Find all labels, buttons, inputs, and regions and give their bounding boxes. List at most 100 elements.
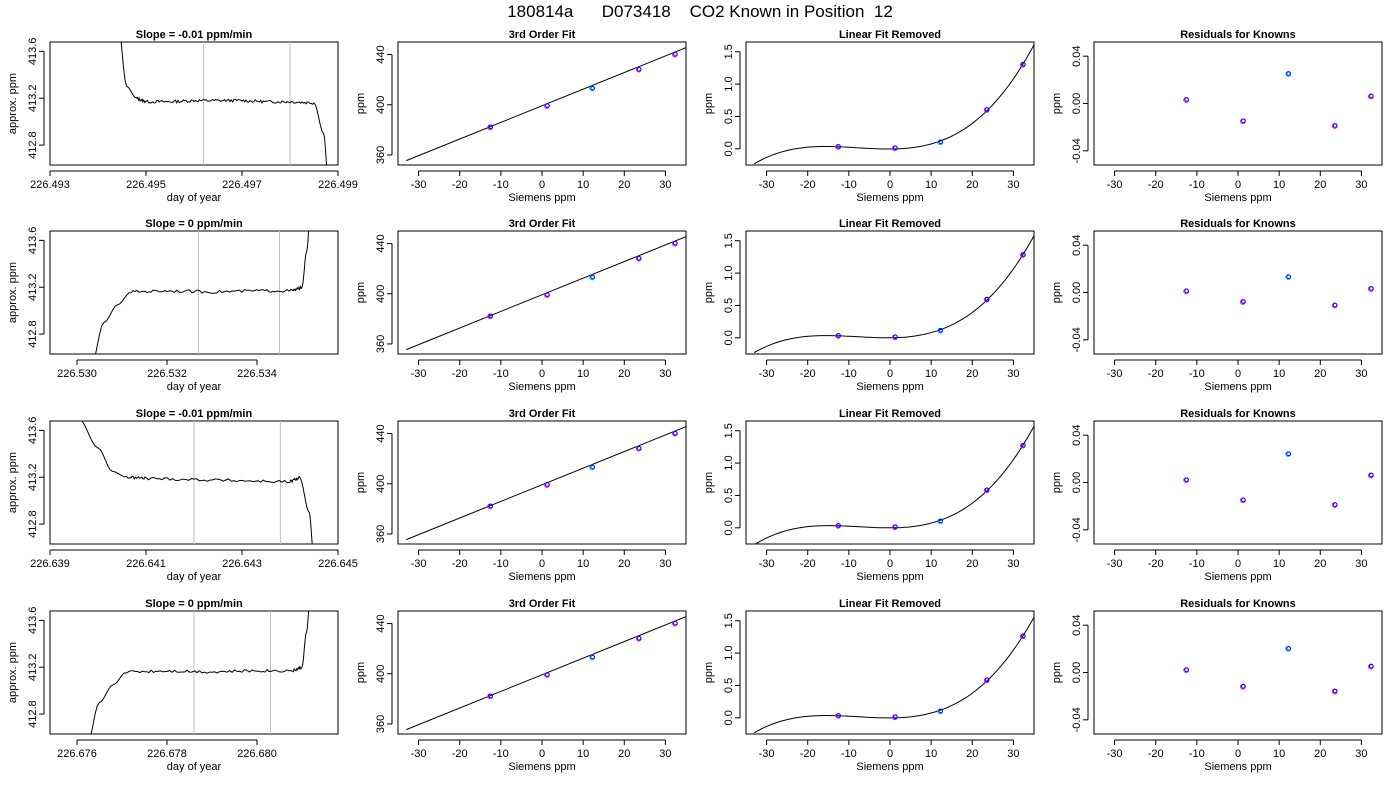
cubic-fit-curve [754, 425, 1034, 544]
x-tick-label: 0 [887, 179, 893, 191]
x-tick-label: 226.678 [147, 748, 187, 760]
data-point [1020, 442, 1026, 448]
x-axis-label: day of year [167, 761, 222, 773]
panel-4-3: Linear Fit Removed -30 -20 -10 0 10 20 30 Siemen… [703, 598, 1035, 773]
x-tick-label: 0 [1235, 179, 1241, 191]
data-point [1332, 123, 1338, 128]
x-tick-label: 20 [1314, 558, 1326, 570]
y-axis-label: ppm [1051, 93, 1063, 114]
x-tick-label: -20 [800, 748, 816, 760]
plot-area [406, 426, 686, 541]
x-tick-label: 226.499 [318, 179, 358, 191]
data-point [1241, 118, 1246, 124]
x-tick-label: 226.680 [237, 748, 277, 760]
x-tick-label: 226.676 [57, 748, 97, 760]
concentration-trace [95, 231, 310, 354]
x-tick-label: 30 [1355, 368, 1367, 380]
x-tick-label: 226.493 [30, 179, 70, 191]
concentration-trace [81, 421, 313, 544]
plot-frame [397, 610, 687, 735]
y-tick-label: 1.0 [723, 76, 735, 91]
y-tick-label: 0.04 [1071, 614, 1083, 635]
x-tick-label: -20 [1148, 748, 1164, 760]
panel-title: 3rd Order Fit [509, 408, 576, 420]
y-tick-label: 0.0 [723, 141, 735, 156]
x-tick-label: 10 [925, 179, 937, 191]
x-tick-label: -20 [800, 368, 816, 380]
x-tick-label: 0 [1235, 368, 1241, 380]
data-point [672, 51, 678, 57]
y-tick-label: 400 [375, 285, 387, 303]
data-point [984, 296, 990, 302]
plot-frame [745, 420, 1035, 545]
y-tick-label: 1.5 [723, 423, 735, 438]
x-tick-label: 10 [577, 748, 589, 760]
y-axis-label: ppm [355, 282, 367, 303]
plot-area [753, 235, 1034, 354]
plot-frame [745, 41, 1035, 166]
panel-title: Linear Fit Removed [839, 29, 941, 41]
data-point [1368, 472, 1374, 478]
x-tick-label: -10 [493, 368, 509, 380]
plot-area [406, 616, 686, 731]
y-tick-label: 0.5 [723, 678, 735, 693]
data-point [938, 139, 943, 145]
x-axis-label: Siemens ppm [1204, 571, 1271, 583]
y-axis-label: ppm [355, 93, 367, 114]
data-point [938, 518, 943, 524]
y-tick-label: 0.04 [1071, 424, 1083, 445]
plot-frame [1093, 610, 1383, 735]
x-tick-label: 10 [577, 558, 589, 570]
x-tick-label: -30 [411, 368, 427, 380]
plot-area [95, 231, 310, 354]
data-point [488, 693, 493, 699]
data-point [545, 103, 550, 108]
y-axis-label: approx. ppm [7, 642, 19, 703]
y-tick-label: 1.0 [723, 645, 735, 660]
y-axis-label: ppm [1051, 282, 1063, 303]
data-point [1286, 646, 1291, 651]
plot-frame [1093, 41, 1383, 166]
y-tick-label: 0.0 [723, 520, 735, 535]
x-tick-label: 30 [1355, 748, 1367, 760]
x-tick-label: -10 [493, 748, 509, 760]
y-tick-label: 0.5 [723, 109, 735, 124]
data-point [545, 482, 550, 487]
plot-area [90, 611, 310, 734]
x-tick-label: 10 [925, 368, 937, 380]
x-tick-label: 20 [618, 368, 630, 380]
x-tick-label: 0 [539, 748, 545, 760]
x-tick-label: 20 [618, 558, 630, 570]
data-point [1286, 274, 1291, 280]
x-tick-label: 30 [1007, 558, 1019, 570]
y-tick-label: -0.04 [1071, 517, 1083, 542]
plot-area [754, 425, 1034, 544]
x-tick-label: 0 [539, 179, 545, 191]
panel-1-4: Residuals for Knowns -30 -20 -10 0 10 20 30 Siem… [1051, 29, 1383, 204]
x-tick-label: 10 [1273, 179, 1285, 191]
panel-title: Slope = 0 ppm/min [145, 218, 243, 230]
y-axis-label: approx. ppm [7, 452, 19, 513]
y-tick-label: 413.6 [27, 227, 39, 255]
y-tick-label: 0.00 [1071, 662, 1083, 683]
x-tick-label: -30 [759, 748, 775, 760]
y-tick-label: -0.04 [1071, 138, 1083, 163]
x-tick-label: -20 [1148, 368, 1164, 380]
x-axis-label: Siemens ppm [856, 381, 923, 393]
x-axis-label: Siemens ppm [1204, 192, 1271, 204]
data-point [636, 635, 642, 641]
y-axis-label: ppm [703, 472, 715, 493]
data-point [893, 524, 898, 530]
plot-area [1183, 274, 1374, 309]
x-tick-label: -30 [411, 179, 427, 191]
panel-4-2: 3rd Order Fit -30 -20 -10 0 10 20 30 Siemens ppm… [355, 598, 687, 773]
x-tick-label: -30 [759, 558, 775, 570]
x-tick-label: -20 [452, 179, 468, 191]
data-point [938, 327, 943, 333]
y-axis-label: ppm [1051, 662, 1063, 683]
panel-2-2: 3rd Order Fit -30 -20 -10 0 10 20 30 Siemens ppm… [355, 218, 687, 393]
data-point [636, 255, 642, 261]
y-tick-label: 0.00 [1071, 282, 1083, 303]
y-axis-label: ppm [355, 662, 367, 683]
y-tick-label: 0.04 [1071, 45, 1083, 66]
